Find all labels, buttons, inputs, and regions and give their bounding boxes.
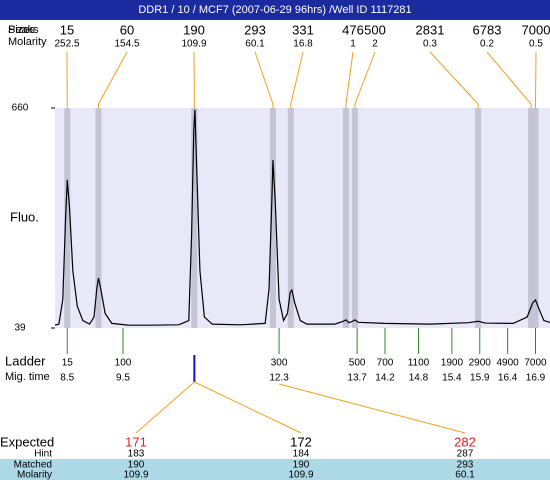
peak-band (95, 108, 102, 328)
ladder-size: 1100 (408, 358, 430, 369)
matched-value: 293 (457, 460, 474, 471)
ladder-time: 15.9 (470, 373, 490, 384)
peak-size: 331 (292, 22, 314, 37)
peak-leader (486, 51, 532, 105)
ladder-time: 14.2 (375, 373, 395, 384)
ladder-time: 13.7 (347, 373, 367, 384)
peak-leader (429, 51, 479, 105)
ladder-label: Ladder (5, 353, 46, 368)
ladder-size: 300 (271, 358, 288, 369)
peak-leader (345, 51, 354, 105)
title: DDR1 / 10 / MCF7 (2007-06-29 96hrs) /Wel… (138, 4, 411, 16)
ladder-time: 14.8 (409, 373, 429, 384)
plot-area (55, 108, 550, 328)
expected-link (278, 383, 466, 434)
peak-leader (354, 51, 376, 105)
peak-band (64, 108, 71, 328)
ladder-time: 9.5 (116, 373, 130, 384)
peak-size: 476 (342, 22, 364, 37)
peak-molarity: 0.2 (480, 39, 494, 50)
expected-value: 282 (454, 434, 476, 449)
expected-label: Expected (0, 434, 54, 449)
expected-value: 171 (125, 434, 147, 449)
ladder-time: 12.3 (269, 373, 289, 384)
ladder-size: 1900 (441, 358, 464, 369)
peak-size: 15 (60, 22, 74, 37)
ladder-time: 15.4 (442, 373, 462, 384)
peak-band (191, 108, 198, 328)
y-tick-label: 660 (12, 103, 29, 114)
molarity-value: 60.1 (455, 470, 475, 480)
peak-molarity: 0.3 (423, 39, 437, 50)
peak-molarity: 154.5 (114, 39, 139, 50)
matched-value: 190 (128, 460, 145, 471)
peak-size: 293 (244, 22, 266, 37)
molarity-label: Molarity (8, 36, 47, 48)
peak-size: 2831 (416, 22, 445, 37)
peak-band (475, 108, 482, 328)
peak-leader (98, 51, 128, 105)
peak-leader (254, 51, 274, 105)
matched-label: Matched (14, 460, 52, 471)
y-axis-label: Fluo. (10, 209, 39, 224)
peak-band (287, 108, 294, 328)
ladder-size: 500 (349, 358, 366, 369)
matched-band (0, 459, 550, 480)
peak-band (351, 108, 358, 328)
molarity-row-label: Molarity (17, 470, 52, 480)
title-bar (0, 0, 550, 20)
hint-value: 287 (457, 449, 474, 460)
peak-band (532, 108, 539, 328)
expected-value: 172 (290, 434, 312, 449)
hint-value: 183 (128, 449, 145, 460)
mig-time-label: Mig. time (5, 371, 50, 383)
ladder-size: 100 (115, 358, 132, 369)
peak-band (269, 108, 276, 328)
ladder-time: 8.5 (60, 373, 74, 384)
peak-molarity: 60.1 (245, 39, 265, 50)
ladder-size: 4900 (497, 358, 520, 369)
hint-label: Hint (34, 449, 52, 460)
matched-value: 190 (293, 460, 310, 471)
peak-size: 60 (120, 22, 134, 37)
ladder-time: 16.4 (498, 373, 518, 384)
peak-molarity: 0.5 (529, 39, 543, 50)
peak-band (528, 108, 535, 328)
expected-link (194, 381, 302, 434)
ladder-time: 16.9 (526, 373, 546, 384)
peaks-label: Peaks (8, 24, 39, 36)
peak-molarity: 2 (372, 39, 378, 50)
y-tick-label: 39 (14, 323, 26, 334)
trace (54, 109, 550, 326)
peak-leader (290, 51, 304, 105)
ladder-size: 2900 (469, 358, 492, 369)
sizes-label: Sizes (8, 24, 35, 36)
molarity-value: 109.9 (288, 470, 313, 480)
hint-value: 184 (293, 449, 310, 460)
ladder-size: 7000 (524, 358, 547, 369)
peak-molarity: 1 (350, 39, 356, 50)
peak-molarity: 252.5 (54, 39, 79, 50)
peak-size: 190 (183, 22, 205, 37)
molarity-value: 109.9 (123, 470, 148, 480)
peak-band (342, 108, 349, 328)
peak-size: 6783 (473, 22, 502, 37)
ladder-size: 700 (377, 358, 394, 369)
ladder-size: 15 (62, 358, 74, 369)
peak-molarity: 16.8 (293, 39, 313, 50)
peak-size: 500 (364, 22, 386, 37)
peak-molarity: 109.9 (181, 39, 206, 50)
expected-link (135, 381, 195, 434)
peak-size: 7000 (522, 22, 550, 37)
